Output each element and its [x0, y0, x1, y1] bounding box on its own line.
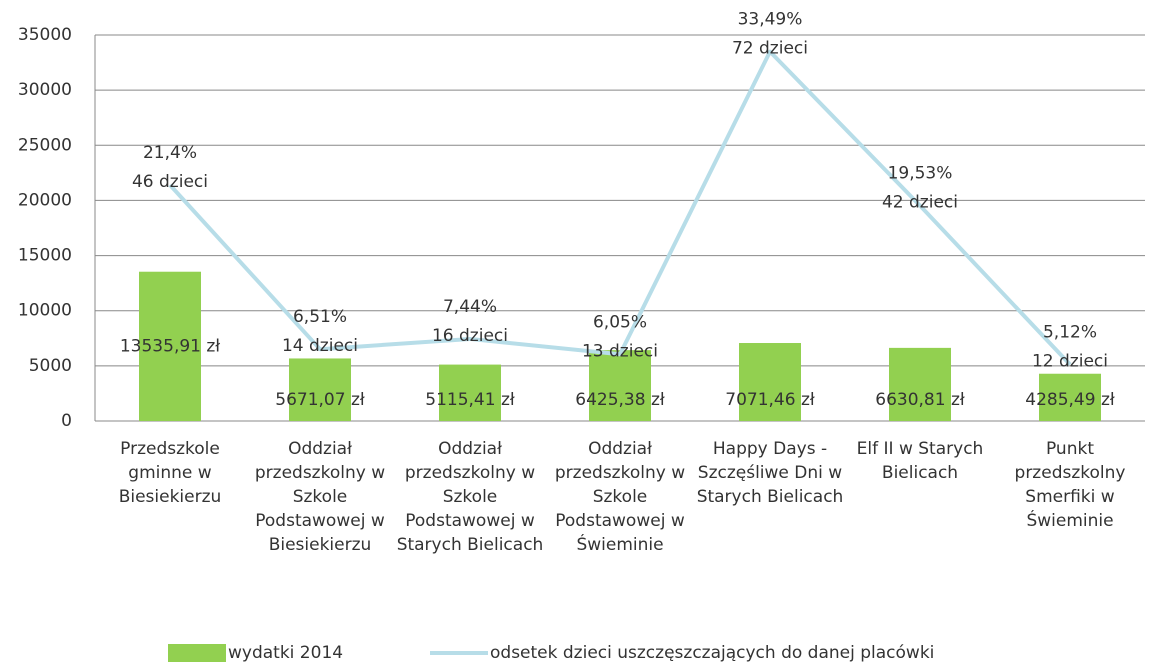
y-tick-label: 0	[61, 411, 72, 431]
line-value-label: 6,05%	[593, 312, 647, 332]
y-tick-label: 30000	[18, 80, 72, 100]
x-tick-label: Oddział przedszkolny w Szkole Podstawowe…	[254, 439, 386, 555]
line-value-label: 21,4%	[143, 143, 197, 163]
line-value-label: 19,53%	[888, 164, 953, 184]
line-count-label: 14 dzieci	[282, 336, 358, 356]
bar-value-label: 5671,07 zł	[275, 390, 365, 410]
y-tick-label: 35000	[18, 25, 72, 45]
bar	[589, 350, 651, 421]
y-tick-label: 15000	[18, 246, 72, 266]
line-value-label: 33,49%	[738, 10, 803, 30]
line	[168, 49, 1072, 366]
y-tick-label: 10000	[18, 301, 72, 321]
bar-value-label: 5115,41 zł	[425, 390, 515, 410]
legend-label: wydatki 2014	[228, 643, 343, 663]
line-count-label: 12 dzieci	[1032, 352, 1108, 372]
bar	[139, 271, 201, 421]
line-count-label: 42 dzieci	[882, 193, 958, 213]
line-count-label: 13 dzieci	[582, 341, 658, 361]
y-tick-label: 5000	[29, 356, 72, 376]
bar-value-label: 6630,81 zł	[875, 390, 965, 410]
line-count-label: 16 dzieci	[432, 326, 508, 346]
y-tick-label: 20000	[18, 190, 72, 210]
x-tick-label: Happy Days - Szczęśliwe Dni w Starych Bi…	[696, 439, 844, 507]
x-tick-label: Oddział przedszkolny w Szkole Podstawowe…	[396, 439, 544, 555]
bar	[1039, 373, 1101, 421]
bar-value-label: 4285,49 zł	[1025, 390, 1115, 410]
line-count-label: 46 dzieci	[132, 172, 208, 192]
line-value-label: 7,44%	[443, 297, 497, 317]
y-tick-label: 25000	[18, 135, 72, 155]
x-tick-label: Punkt przedszkolny Smerfiki w Świeminie	[1014, 439, 1126, 531]
legend-swatch	[168, 644, 226, 662]
x-tick-label: Oddział przedszkolny w Szkole Podstawowe…	[554, 439, 686, 555]
bar-value-label: 7071,46 zł	[725, 390, 815, 410]
bar	[289, 358, 351, 421]
bar-value-label: 6425,38 zł	[575, 390, 665, 410]
line-value-label: 6,51%	[293, 307, 347, 327]
line-value-label: 5,12%	[1043, 323, 1097, 343]
x-tick-label: Przedszkole gminne w Biesiekierzu	[118, 439, 222, 507]
x-tick-label: Elf II w Starych Bielicach	[856, 439, 984, 483]
legend-label: odsetek dzieci uszczęszczających do dane…	[490, 643, 934, 663]
bar	[439, 364, 501, 421]
bar	[739, 343, 801, 421]
bar-value-label: 13535,91 zł	[120, 336, 220, 356]
bar	[889, 347, 951, 421]
line-count-label: 72 dzieci	[732, 39, 808, 59]
